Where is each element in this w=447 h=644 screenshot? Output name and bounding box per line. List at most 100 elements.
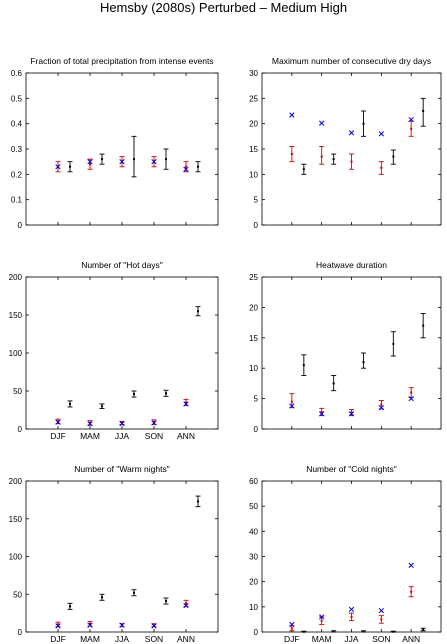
observed-marker (408, 116, 414, 123)
observed-marker-stroke (183, 602, 189, 609)
observed-marker (348, 411, 355, 417)
model-errorbar (99, 593, 105, 601)
errorbar-point (290, 153, 293, 156)
errorbar-point (290, 400, 293, 403)
errorbar-point (89, 622, 91, 625)
errorbar-point (332, 630, 335, 633)
observed-marker (408, 395, 414, 402)
observed-marker (348, 606, 355, 613)
observed-marker (87, 622, 93, 628)
y-tick-label: 30 (249, 553, 258, 562)
observed-marker (378, 607, 384, 614)
y-tick-label: 10 (249, 170, 258, 179)
chart-panel-1: Fraction of total precipitation from int… (11, 56, 219, 230)
errorbar-point (165, 158, 167, 161)
y-tick-label: 15 (249, 334, 258, 343)
panel-title: Number of "Cold nights" (306, 464, 397, 474)
errorbar-point (350, 615, 353, 618)
errorbar-point (392, 342, 395, 345)
errorbar-point (332, 382, 335, 385)
errorbar-point (101, 405, 103, 408)
y-tick-label: 50 (13, 590, 22, 599)
errorbar-point (57, 420, 59, 423)
model-errorbar (195, 495, 201, 508)
observed-marker-stroke (55, 623, 61, 629)
errorbar-point (133, 158, 135, 161)
errorbar-point (153, 421, 155, 424)
observed-marker-stroke (378, 607, 384, 614)
observed-marker (151, 420, 157, 426)
observed-marker-stroke (378, 131, 384, 137)
perturbed-errorbar (319, 146, 325, 165)
chart-panel-3: Number of "Hot days" 0 50 100 150 200 DJF MAM JJ… (9, 260, 219, 441)
panel-title: Number of "Warm nights" (74, 464, 169, 474)
x-tick-label: JJA (115, 634, 130, 644)
errorbar-point (133, 591, 135, 594)
observed-marker-stroke (119, 622, 125, 628)
observed-marker (151, 623, 157, 629)
axes-frame (25, 480, 219, 633)
errorbar-point (320, 619, 323, 622)
errorbar-point (302, 630, 305, 633)
y-tick-label: 5 (254, 395, 259, 404)
observed-marker (183, 401, 189, 407)
observed-marker (119, 159, 125, 165)
observed-marker-stroke (348, 130, 355, 136)
model-errorbar (67, 161, 73, 173)
errorbar-point (89, 421, 91, 424)
errorbar-point (362, 630, 365, 633)
errorbar-point (410, 590, 413, 593)
model-errorbar (131, 390, 137, 398)
observed-marker-stroke (408, 116, 414, 123)
perturbed-errorbar (408, 586, 414, 598)
observed-marker (319, 614, 325, 620)
errorbar-point (302, 364, 305, 367)
errorbar-point (422, 110, 425, 112)
observed-marker (289, 112, 295, 118)
observed-marker-stroke (119, 159, 125, 165)
y-tick-label: 50 (13, 387, 22, 396)
observed-marker (55, 419, 61, 425)
observed-marker-stroke (319, 411, 325, 417)
x-tick-label: SON (372, 634, 390, 644)
observed-marker-stroke (408, 395, 414, 402)
observed-marker (289, 621, 295, 628)
x-tick-label: DJF (50, 634, 66, 644)
errorbar-point (392, 155, 395, 158)
axes-frame (25, 72, 219, 226)
observed-marker-stroke (151, 159, 157, 165)
y-tick-label: 150 (9, 311, 23, 320)
y-tick-label: 5 (254, 196, 259, 205)
errorbar-point (302, 168, 305, 171)
x-tick-label: JJA (344, 634, 359, 644)
observed-marker (348, 130, 355, 136)
errorbar-point (380, 403, 383, 406)
errorbar-point (320, 155, 323, 158)
perturbed-errorbar (183, 161, 189, 173)
x-tick-label: SON (145, 634, 163, 644)
errorbar-point (185, 602, 187, 605)
y-tick-label: 20 (249, 120, 258, 129)
perturbed-errorbar (408, 387, 414, 398)
perturbed-errorbar (289, 146, 295, 163)
observed-marker-stroke (319, 614, 325, 620)
y-tick-label: 0 (18, 425, 23, 434)
observed-marker-stroke (289, 112, 295, 118)
x-tick-label: ANN (402, 634, 420, 644)
observed-marker (87, 421, 93, 427)
x-tick-label: ANN (177, 431, 195, 441)
observed-marker-stroke (87, 159, 93, 165)
x-tick-label: ANN (177, 634, 195, 644)
perturbed-errorbar (378, 615, 384, 624)
errorbar-point (197, 165, 199, 168)
perturbed-errorbar (408, 120, 414, 137)
model-errorbar (163, 148, 169, 170)
y-tick-label: 150 (9, 515, 23, 524)
errorbar-point (197, 500, 199, 503)
observed-marker (55, 623, 61, 629)
axes-frame (261, 72, 442, 226)
model-errorbar (131, 589, 137, 597)
y-tick-label: 0.6 (11, 69, 23, 78)
errorbar-point (350, 160, 353, 163)
model-errorbar (67, 602, 73, 610)
